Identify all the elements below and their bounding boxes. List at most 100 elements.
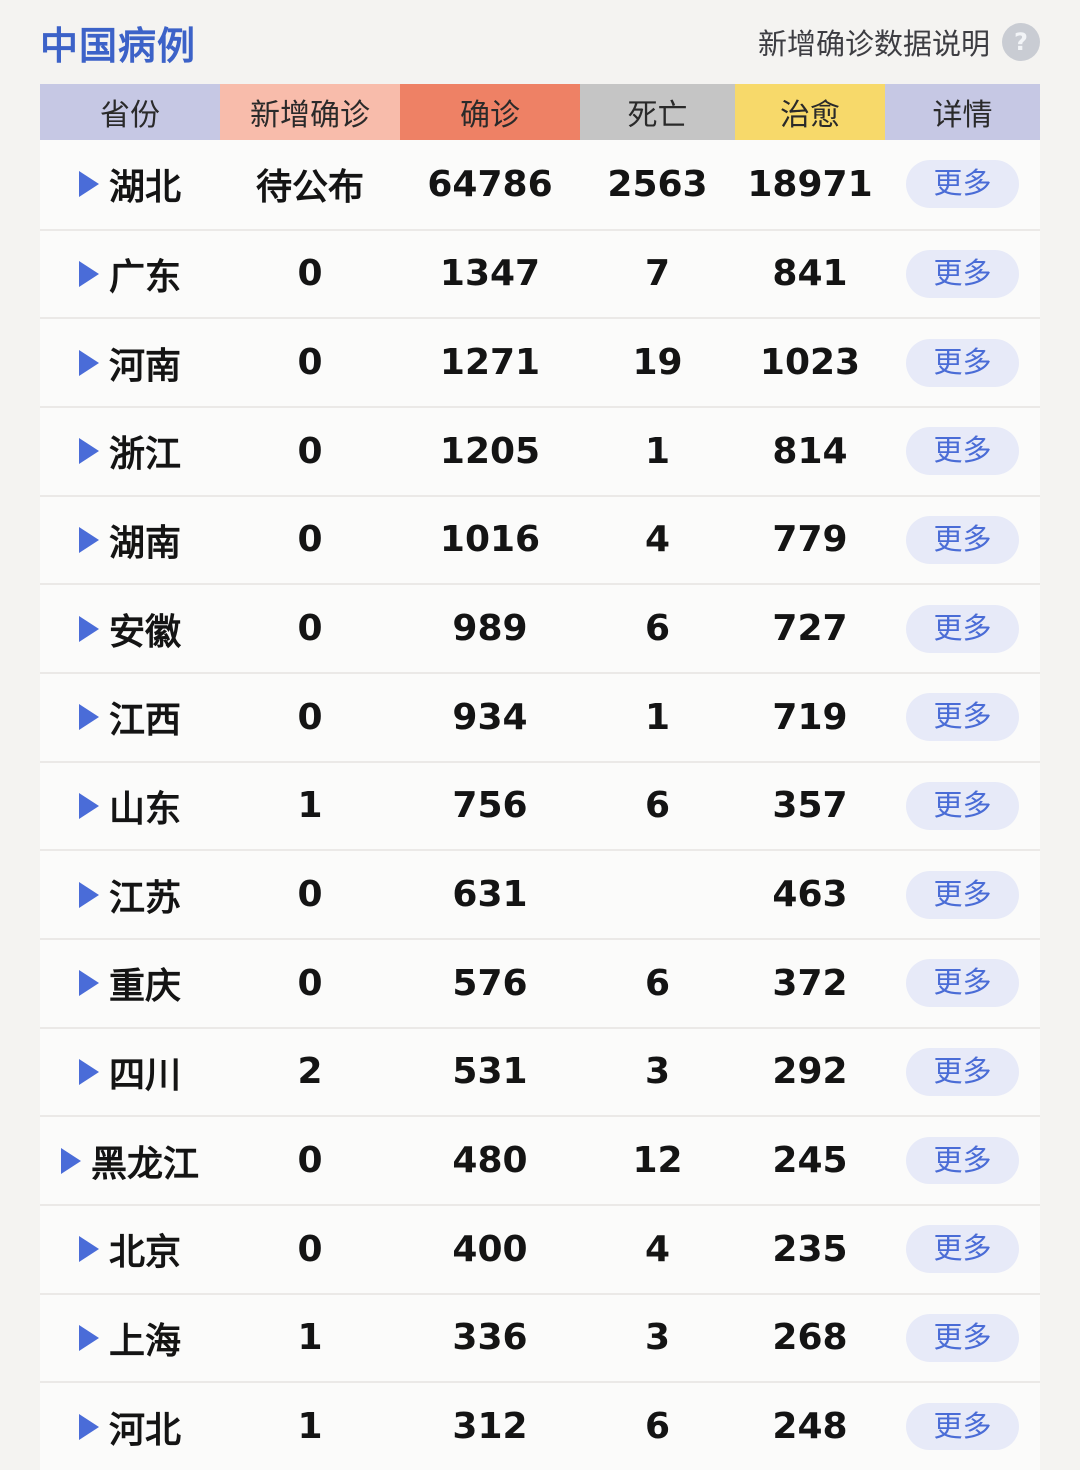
expand-triangle-icon[interactable] — [78, 349, 99, 376]
province-cell[interactable]: 北京 — [40, 1206, 220, 1293]
deaths-value: 19 — [632, 342, 683, 384]
province-cell[interactable]: 江苏 — [40, 851, 220, 938]
cured-value: 292 — [772, 1051, 848, 1093]
table-row[interactable]: 河南 0 1271 19 1023 更多 — [40, 317, 1040, 406]
more-button[interactable]: 更多 — [906, 250, 1019, 298]
province-cell[interactable]: 江西 — [40, 674, 220, 761]
detail-cell: 更多 — [885, 674, 1040, 761]
more-button[interactable]: 更多 — [906, 959, 1019, 1008]
cured-value: 1023 — [759, 342, 861, 384]
province-cell[interactable]: 湖北 — [40, 140, 220, 229]
confirmed-value: 934 — [452, 696, 528, 738]
deaths-value: 6 — [644, 962, 671, 1004]
expand-triangle-icon[interactable] — [78, 881, 99, 908]
table-row[interactable]: 河北 1 312 6 248 更多 — [40, 1381, 1040, 1470]
table-row[interactable]: 江苏 0 631 463 更多 — [40, 849, 1040, 938]
more-button[interactable]: 更多 — [906, 693, 1019, 742]
province-name: 浙江 — [108, 434, 181, 476]
province-name: 河北 — [108, 1409, 181, 1451]
table-row[interactable]: 湖南 0 1016 4 779 更多 — [40, 494, 1040, 584]
province-cell[interactable]: 四川 — [40, 1029, 220, 1116]
expand-triangle-icon[interactable] — [78, 1413, 99, 1440]
expand-triangle-icon[interactable] — [78, 438, 99, 465]
cured-value: 18971 — [747, 163, 873, 205]
cured-value: 841 — [772, 253, 848, 295]
table-row[interactable]: 浙江 0 1205 1 814 更多 — [40, 405, 1040, 495]
expand-triangle-icon[interactable] — [78, 1324, 99, 1351]
province-name: 湖南 — [108, 522, 181, 564]
expand-triangle-icon[interactable] — [78, 1058, 99, 1085]
table-row[interactable]: 安徽 0 989 6 727 更多 — [40, 583, 1040, 672]
confirmed-value: 336 — [452, 1317, 528, 1359]
province-cell[interactable]: 河南 — [40, 319, 220, 406]
province-name: 湖北 — [108, 167, 181, 209]
more-button[interactable]: 更多 — [906, 1402, 1019, 1451]
expand-triangle-icon[interactable] — [78, 704, 99, 731]
question-mark-icon[interactable]: ? — [1002, 23, 1040, 61]
more-button[interactable]: 更多 — [906, 1047, 1019, 1096]
column-header-detail: 详情 — [885, 84, 1040, 140]
new_confirmed-value: 0 — [297, 342, 323, 384]
detail-cell: 更多 — [885, 140, 1040, 229]
table-row[interactable]: 广东 0 1347 7 841 更多 — [40, 228, 1040, 318]
detail-cell: 更多 — [885, 940, 1040, 1027]
detail-cell: 更多 — [885, 585, 1040, 672]
expand-triangle-icon[interactable] — [78, 1236, 99, 1263]
cured-value: 719 — [772, 696, 848, 738]
table-row[interactable]: 江西 0 934 1 719 更多 — [40, 671, 1040, 761]
expand-triangle-icon[interactable] — [78, 526, 99, 553]
more-button[interactable]: 更多 — [906, 338, 1019, 387]
province-cell[interactable]: 上海 — [40, 1295, 220, 1382]
province-cell[interactable]: 河北 — [40, 1383, 220, 1470]
expand-triangle-icon[interactable] — [78, 970, 99, 997]
expand-triangle-icon[interactable] — [78, 260, 99, 287]
more-button[interactable]: 更多 — [906, 781, 1019, 830]
confirmed-value: 989 — [452, 608, 528, 650]
table-row[interactable]: 山东 1 756 6 357 更多 — [40, 760, 1040, 850]
more-button[interactable]: 更多 — [906, 1313, 1019, 1362]
province-cell[interactable]: 黑龙江 — [40, 1117, 220, 1204]
confirmed-value: 531 — [452, 1051, 528, 1093]
province-cell[interactable]: 重庆 — [40, 940, 220, 1027]
confirmed-value: 1205 — [439, 430, 541, 472]
cured-value: 779 — [772, 519, 848, 561]
deaths-value: 7 — [644, 253, 671, 295]
expand-triangle-icon[interactable] — [78, 792, 99, 819]
deaths-value: 4 — [644, 519, 671, 561]
table-row[interactable]: 重庆 0 576 6 372 更多 — [40, 937, 1040, 1027]
table-row[interactable]: 黑龙江 0 480 12 245 更多 — [40, 1115, 1040, 1204]
more-button[interactable]: 更多 — [906, 604, 1019, 653]
cases-table: 省份 新增确诊 确诊 死亡 治愈 详情 湖北 待公布 64786 2563 18971 更多 广东 0 1… — [40, 84, 1040, 1470]
table-row[interactable]: 四川 2 531 3 292 更多 — [40, 1026, 1040, 1116]
province-cell[interactable]: 广东 — [40, 231, 220, 318]
table-row[interactable]: 北京 0 400 4 235 更多 — [40, 1203, 1040, 1293]
cured-value: 463 — [772, 874, 848, 916]
more-button[interactable]: 更多 — [906, 870, 1019, 919]
more-button[interactable]: 更多 — [906, 160, 1019, 209]
table-row[interactable]: 上海 1 336 3 268 更多 — [40, 1292, 1040, 1382]
province-name: 广东 — [108, 256, 181, 298]
confirmed-value: 1016 — [439, 519, 541, 561]
province-cell[interactable]: 湖南 — [40, 497, 220, 584]
new_confirmed-value: 0 — [297, 874, 323, 916]
table-body: 湖北 待公布 64786 2563 18971 更多 广东 0 1347 7 841 更多 河南 0 127… — [40, 140, 1040, 1470]
new_confirmed-value: 2 — [297, 1051, 323, 1093]
expand-triangle-icon[interactable] — [60, 1147, 81, 1174]
more-button[interactable]: 更多 — [906, 1136, 1019, 1185]
more-button[interactable]: 更多 — [906, 1225, 1019, 1274]
table-header-row: 省份 新增确诊 确诊 死亡 治愈 详情 — [40, 84, 1040, 140]
expand-triangle-icon[interactable] — [78, 615, 99, 642]
column-header-deaths: 死亡 — [580, 84, 735, 140]
province-cell[interactable]: 山东 — [40, 763, 220, 850]
table-row[interactable]: 湖北 待公布 64786 2563 18971 更多 — [40, 140, 1040, 229]
detail-cell: 更多 — [885, 1383, 1040, 1470]
column-header-new_confirmed: 新增确诊 — [220, 84, 400, 140]
more-button[interactable]: 更多 — [906, 427, 1019, 476]
confirmed-value: 756 — [452, 785, 528, 827]
province-cell[interactable]: 安徽 — [40, 585, 220, 672]
province-cell[interactable]: 浙江 — [40, 408, 220, 495]
more-button[interactable]: 更多 — [906, 516, 1019, 564]
help-link[interactable]: 新增确诊数据说明 ? — [758, 21, 1040, 63]
expand-triangle-icon[interactable] — [78, 171, 99, 198]
confirmed-value: 480 — [452, 1140, 528, 1182]
